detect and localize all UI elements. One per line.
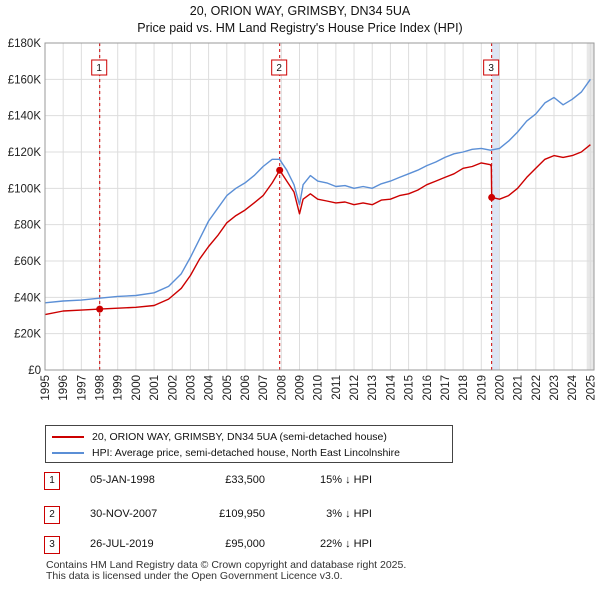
y-tick-label: £0 <box>28 365 41 377</box>
footer-licence: This data is licensed under the Open Gov… <box>46 570 343 582</box>
x-tick-label: 2000 <box>131 375 143 401</box>
x-tick-label: 2022 <box>531 375 543 401</box>
y-tick-label: £40K <box>14 292 41 304</box>
legend-label-hpi: HPI: Average price, semi-detached house,… <box>92 447 400 459</box>
transaction-number: 3 <box>44 536 60 554</box>
transaction-marker-label: 3 <box>488 63 494 74</box>
y-tick-label: £140K <box>8 111 42 123</box>
x-tick-label: 2003 <box>185 375 197 401</box>
transaction-hpi: 22% ↓ HPI <box>320 538 372 550</box>
y-tick-labels: £0 £20K £40K £60K £80K £100K £120K £140K £160K £1… <box>8 38 42 377</box>
transaction-marker-label: 1 <box>96 63 102 74</box>
y-tick-label: £80K <box>14 220 41 232</box>
transaction-point <box>488 193 496 201</box>
transaction-hpi: 3% ↓ HPI <box>326 508 372 520</box>
x-tick-label: 2008 <box>276 375 288 401</box>
x-tick-label: 1995 <box>40 375 52 401</box>
x-tick-label: 1996 <box>58 375 70 401</box>
transaction-price: £109,950 <box>219 508 265 520</box>
transaction-point <box>96 305 104 313</box>
y-tick-label: £160K <box>8 74 42 86</box>
x-tick-label: 2025 <box>585 375 597 401</box>
x-tick-label: 2021 <box>513 375 525 401</box>
transaction-marker-lines <box>99 43 493 370</box>
x-tick-label: 2013 <box>367 375 379 401</box>
transaction-marker-box <box>483 59 500 76</box>
series-line-hpi <box>44 78 591 304</box>
legend-item-hpi: HPI: Average price, semi-detached house,… <box>52 445 400 461</box>
chart-title-line-1: 20, ORION WAY, GRIMSBY, DN34 5UA <box>189 4 411 18</box>
transaction-row: 3 26-JUL-2019 £95,000 22% ↓ HPI <box>0 536 600 554</box>
x-tick-labels: 1995 1996 1997 1998 1999 2000 2001 2002 2003 2004… <box>40 374 597 400</box>
transaction-marker-labels: 1 2 3 <box>91 59 500 76</box>
y-tick-label: £60K <box>14 256 41 268</box>
chart-title: 20, ORION WAY, GRIMSBY, DN34 5UA Price p… <box>0 3 600 37</box>
legend: 20, ORION WAY, GRIMSBY, DN34 5UA (semi-d… <box>45 425 453 463</box>
x-tick-label: 2016 <box>422 375 434 401</box>
grid-lines <box>44 42 594 371</box>
x-tick-label: 2011 <box>331 375 343 400</box>
shade-band <box>491 43 500 370</box>
x-tick-label: 2004 <box>204 374 216 400</box>
transaction-date: 26-JUL-2019 <box>90 538 154 550</box>
y-tick-label: £180K <box>8 38 42 50</box>
y-tick-label: £20K <box>14 329 41 341</box>
transaction-marker-label: 2 <box>276 63 282 74</box>
series-line-property <box>44 144 591 316</box>
footer-copyright: Contains HM Land Registry data © Crown c… <box>46 559 407 571</box>
transaction-points <box>96 166 496 313</box>
x-tick-label: 2020 <box>494 375 506 401</box>
transaction-date: 30-NOV-2007 <box>90 508 158 520</box>
shaded-region <box>491 43 594 370</box>
x-tick-label: 2012 <box>349 375 361 401</box>
legend-item-property: 20, ORION WAY, GRIMSBY, DN34 5UA (semi-d… <box>52 429 387 445</box>
transaction-number: 1 <box>44 472 60 490</box>
x-tick-label: 1999 <box>113 375 125 401</box>
y-tick-label: £100K <box>8 183 42 195</box>
x-tick-label: 2023 <box>549 375 561 401</box>
x-tick-label: 2018 <box>458 375 470 401</box>
transaction-number: 2 <box>44 506 60 524</box>
chart-title-line-2: Price paid vs. HM Land Registry's House … <box>137 21 463 35</box>
x-tick-label: 2015 <box>404 375 416 401</box>
x-tick-label: 2024 <box>567 374 579 400</box>
legend-label-property: 20, ORION WAY, GRIMSBY, DN34 5UA (semi-d… <box>92 431 387 443</box>
x-tick-label: 2007 <box>258 375 270 401</box>
x-tick-label: 2010 <box>313 375 325 401</box>
legend-swatch-property <box>52 436 84 438</box>
x-tick-label: 2005 <box>222 375 234 401</box>
x-tick-label: 2009 <box>295 375 307 401</box>
x-tick-label: 1997 <box>76 375 88 401</box>
x-tick-label: 2017 <box>440 375 452 401</box>
legend-swatch-hpi <box>52 452 84 454</box>
transaction-point <box>276 166 284 174</box>
transaction-price: £95,000 <box>225 538 265 550</box>
axes <box>44 42 595 371</box>
series-lines <box>44 78 591 316</box>
transaction-price: £33,500 <box>225 474 265 486</box>
transaction-hpi: 15% ↓ HPI <box>320 474 372 486</box>
y-tick-label: £120K <box>8 147 42 159</box>
transaction-row: 2 30-NOV-2007 £109,950 3% ↓ HPI <box>0 506 600 524</box>
x-tick-label: 2019 <box>476 375 488 401</box>
plot-frame <box>44 42 595 371</box>
x-tick-label: 2014 <box>385 374 397 400</box>
transaction-marker-box <box>91 59 108 76</box>
x-tick-label: 1998 <box>95 375 107 401</box>
footer: Contains HM Land Registry data © Crown c… <box>46 560 406 582</box>
x-tick-label: 2002 <box>167 375 179 401</box>
x-tick-label: 2001 <box>149 375 161 401</box>
transaction-date: 05-JAN-1998 <box>90 474 155 486</box>
price-chart: 1 2 3 1995 1996 1997 1998 1999 2000 2001 2002 2003… <box>8 38 598 401</box>
x-tick-label: 2006 <box>240 375 252 401</box>
transaction-marker-box <box>271 59 288 76</box>
transaction-row: 1 05-JAN-1998 £33,500 15% ↓ HPI <box>0 472 600 490</box>
